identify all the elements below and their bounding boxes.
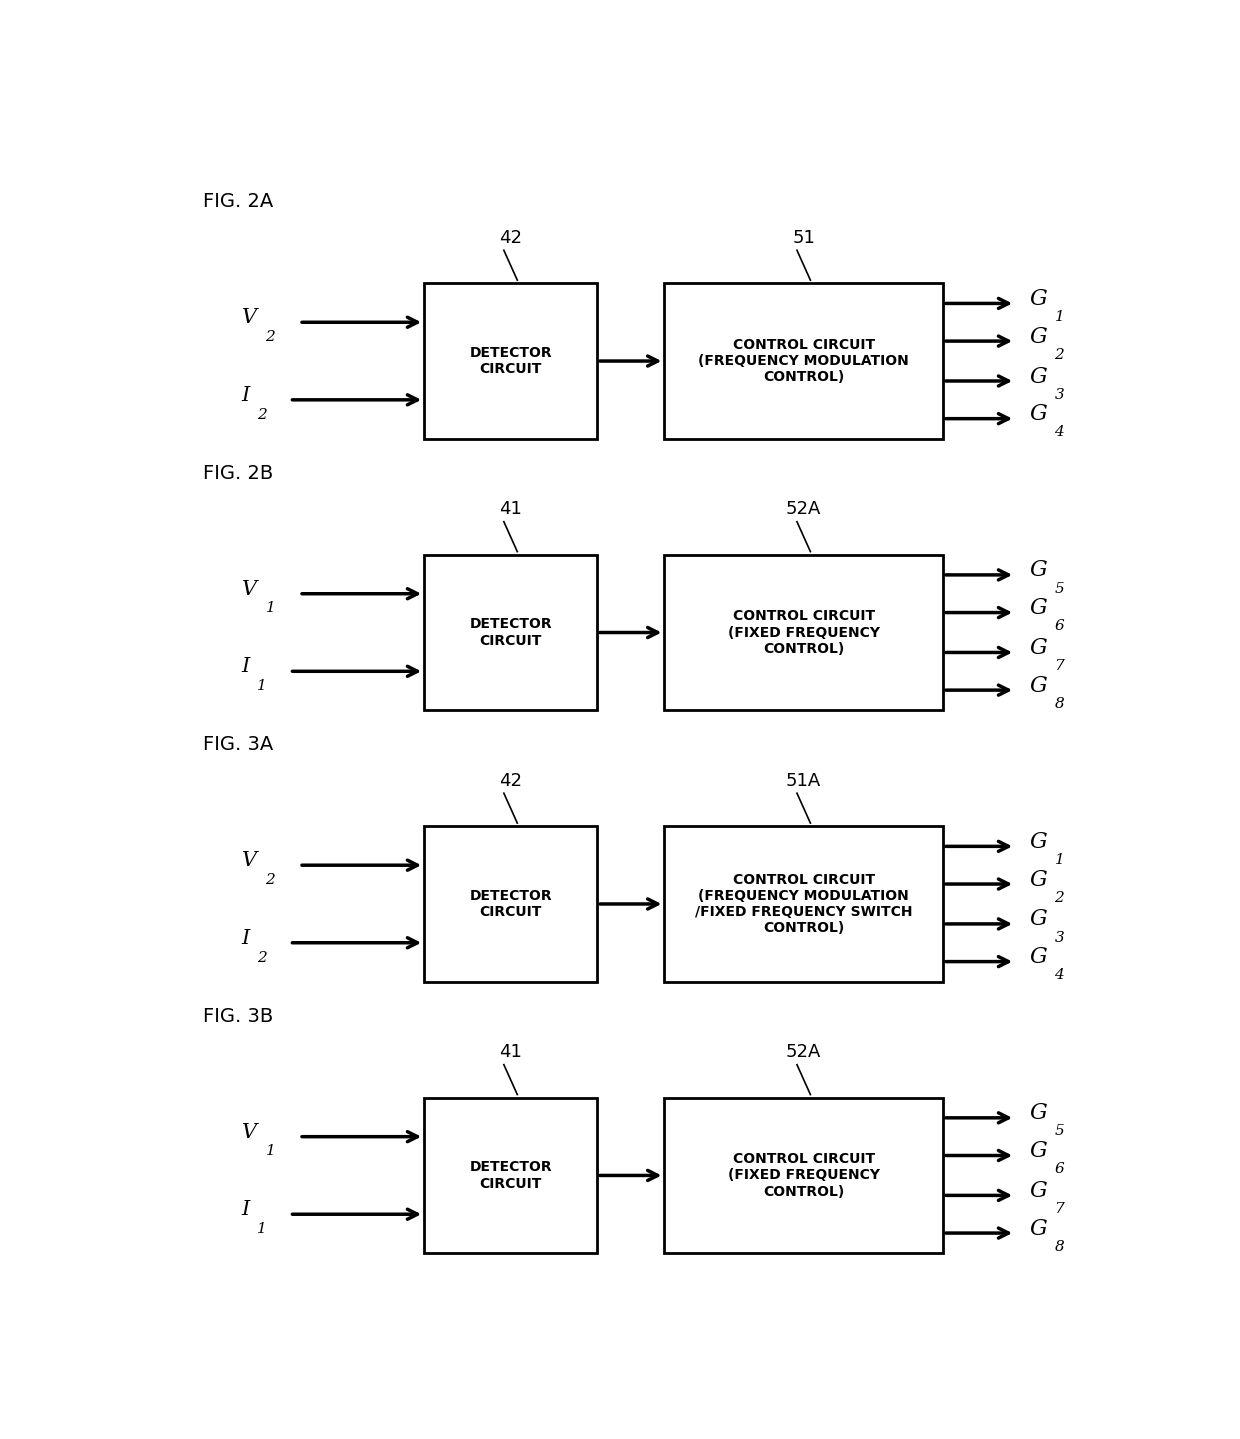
- Text: 41: 41: [500, 1043, 522, 1062]
- Text: 7: 7: [1054, 659, 1064, 673]
- Text: I: I: [242, 928, 249, 948]
- Text: V: V: [242, 580, 257, 599]
- Text: 2: 2: [257, 407, 267, 422]
- Text: 6: 6: [1054, 619, 1064, 633]
- Text: 5: 5: [1054, 1124, 1064, 1138]
- Text: CONTROL CIRCUIT
(FREQUENCY MODULATION
/FIXED FREQUENCY SWITCH
CONTROL): CONTROL CIRCUIT (FREQUENCY MODULATION /F…: [694, 872, 913, 935]
- Text: G: G: [1029, 288, 1048, 309]
- Text: 51A: 51A: [786, 771, 821, 790]
- Text: 2: 2: [265, 873, 275, 886]
- Text: V: V: [242, 852, 257, 871]
- Text: 42: 42: [498, 229, 522, 248]
- Text: 3: 3: [1054, 931, 1064, 944]
- Bar: [424, 826, 598, 981]
- Text: 1: 1: [257, 679, 267, 694]
- Text: 7: 7: [1054, 1202, 1064, 1216]
- Text: G: G: [1029, 366, 1048, 387]
- Text: 51: 51: [792, 229, 815, 248]
- Text: CONTROL CIRCUIT
(FIXED FREQUENCY
CONTROL): CONTROL CIRCUIT (FIXED FREQUENCY CONTROL…: [728, 1153, 879, 1199]
- Text: 41: 41: [500, 501, 522, 518]
- Bar: [665, 826, 942, 981]
- Text: 2: 2: [265, 330, 275, 344]
- Text: 1: 1: [265, 1144, 275, 1158]
- Text: DETECTOR
CIRCUIT: DETECTOR CIRCUIT: [469, 345, 552, 376]
- Text: 2: 2: [1054, 348, 1064, 361]
- Text: 4: 4: [1054, 426, 1064, 439]
- Text: G: G: [1029, 325, 1048, 348]
- Text: G: G: [1029, 1180, 1048, 1202]
- Text: FIG. 3B: FIG. 3B: [203, 1007, 273, 1026]
- Text: G: G: [1029, 560, 1048, 581]
- Text: CONTROL CIRCUIT
(FIXED FREQUENCY
CONTROL): CONTROL CIRCUIT (FIXED FREQUENCY CONTROL…: [728, 609, 879, 656]
- Text: G: G: [1029, 1217, 1048, 1239]
- Text: DETECTOR
CIRCUIT: DETECTOR CIRCUIT: [469, 1160, 552, 1190]
- Bar: [665, 555, 942, 709]
- Text: FIG. 2B: FIG. 2B: [203, 463, 273, 484]
- Text: I: I: [242, 386, 249, 404]
- Bar: [424, 283, 598, 439]
- Text: FIG. 3A: FIG. 3A: [203, 735, 273, 754]
- Text: G: G: [1029, 830, 1048, 853]
- Text: 8: 8: [1054, 696, 1064, 711]
- Text: G: G: [1029, 1140, 1048, 1163]
- Text: G: G: [1029, 675, 1048, 696]
- Bar: [665, 1098, 942, 1253]
- Text: V: V: [242, 1122, 257, 1141]
- Text: 52A: 52A: [786, 501, 821, 518]
- Text: G: G: [1029, 908, 1048, 931]
- Text: G: G: [1029, 403, 1048, 426]
- Text: DETECTOR
CIRCUIT: DETECTOR CIRCUIT: [469, 889, 552, 920]
- Bar: [424, 555, 598, 709]
- Text: 1: 1: [1054, 853, 1064, 868]
- Text: CONTROL CIRCUIT
(FREQUENCY MODULATION
CONTROL): CONTROL CIRCUIT (FREQUENCY MODULATION CO…: [698, 338, 909, 384]
- Text: 6: 6: [1054, 1163, 1064, 1176]
- Text: 2: 2: [257, 951, 267, 964]
- Text: I: I: [242, 658, 249, 676]
- Bar: [424, 1098, 598, 1253]
- Text: 2: 2: [1054, 891, 1064, 905]
- Text: 3: 3: [1054, 387, 1064, 401]
- Text: V: V: [242, 308, 257, 327]
- Text: DETECTOR
CIRCUIT: DETECTOR CIRCUIT: [469, 617, 552, 648]
- Text: 42: 42: [498, 771, 522, 790]
- Text: G: G: [1029, 947, 1048, 968]
- Text: G: G: [1029, 1102, 1048, 1124]
- Text: G: G: [1029, 869, 1048, 891]
- Bar: [665, 283, 942, 439]
- Text: FIG. 2A: FIG. 2A: [203, 193, 273, 212]
- Text: 1: 1: [1054, 309, 1064, 324]
- Text: 52A: 52A: [786, 1043, 821, 1062]
- Text: 8: 8: [1054, 1240, 1064, 1253]
- Text: I: I: [242, 1200, 249, 1219]
- Text: G: G: [1029, 637, 1048, 659]
- Text: G: G: [1029, 597, 1048, 619]
- Text: 5: 5: [1054, 581, 1064, 596]
- Text: 1: 1: [265, 602, 275, 616]
- Text: 1: 1: [257, 1222, 267, 1236]
- Text: 4: 4: [1054, 968, 1064, 983]
